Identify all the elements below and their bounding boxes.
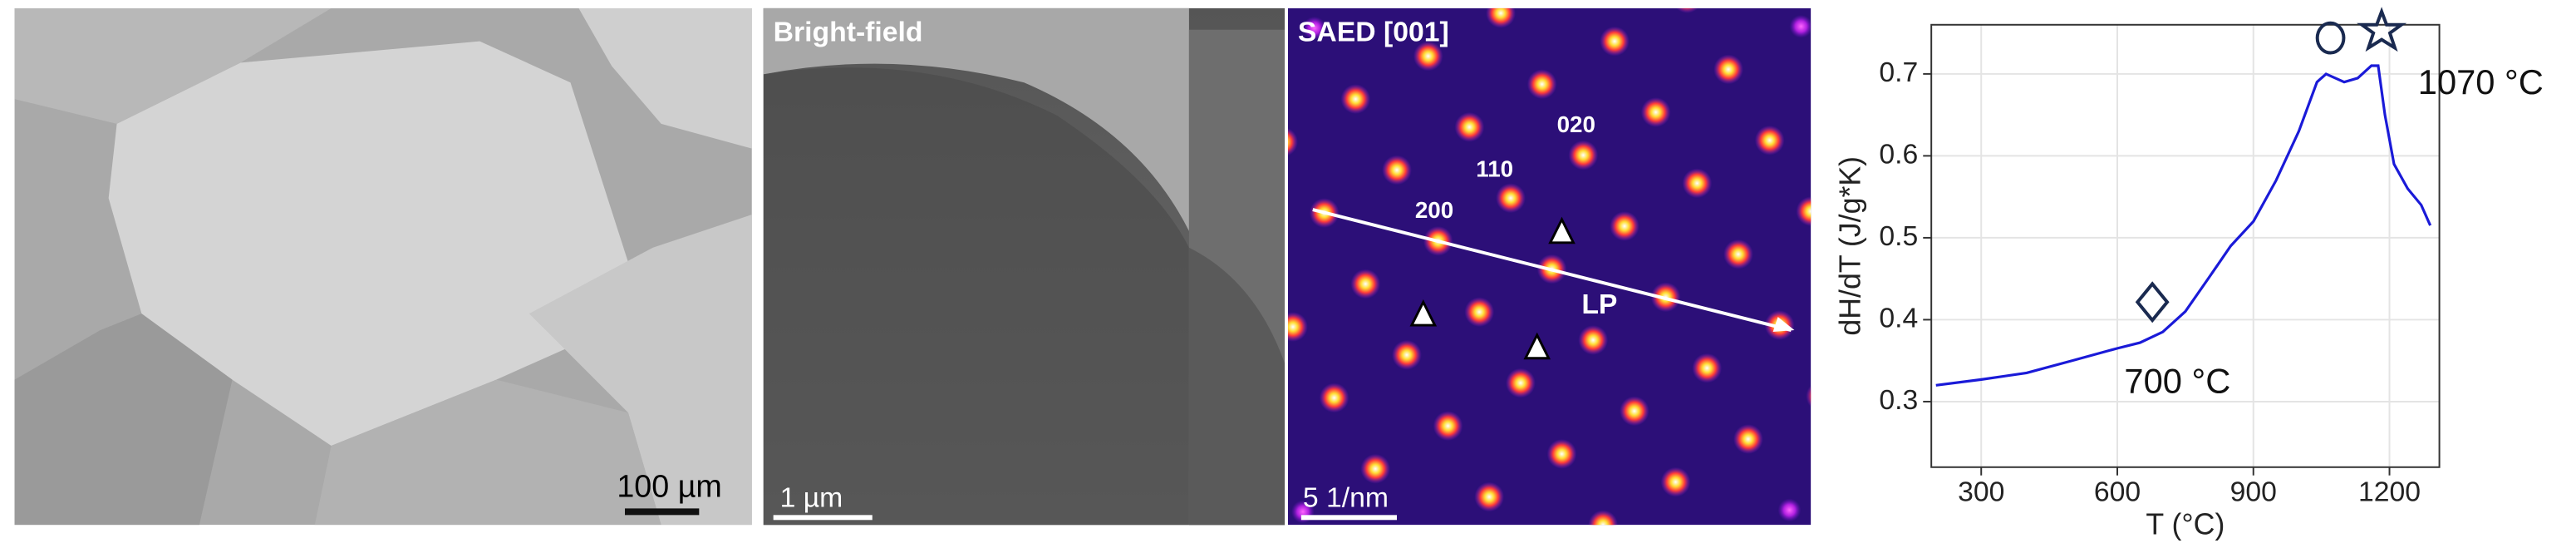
- scale-bar-label: 100 µm: [617, 469, 722, 504]
- y-tick-label: 0.7: [1879, 57, 1918, 88]
- spot: [1413, 41, 1443, 72]
- spot-label: 110: [1476, 156, 1513, 181]
- spot: [1392, 339, 1422, 370]
- spot-label: 200: [1415, 197, 1453, 223]
- x-axis-label: T (°C): [2146, 508, 2225, 541]
- spot: [1754, 125, 1785, 156]
- spot: [1789, 14, 1812, 38]
- spot: [1506, 368, 1536, 398]
- spot: [1600, 26, 1630, 57]
- spot: [1733, 424, 1763, 454]
- annotation: 700 °C: [2124, 361, 2230, 400]
- y-tick-label: 0.4: [1879, 302, 1918, 333]
- spot: [1723, 239, 1753, 269]
- spot: [1692, 353, 1723, 383]
- y-tick-label: 0.3: [1879, 384, 1918, 416]
- y-axis-label: dH/dT (J/g*K): [1833, 156, 1866, 336]
- y-tick-label: 0.6: [1879, 138, 1918, 170]
- scale-bar-label: 1 µm: [780, 481, 843, 513]
- spot: [1660, 467, 1691, 497]
- spot: [1568, 140, 1599, 170]
- spot: [1288, 312, 1308, 342]
- x-tick-label: 600: [2094, 476, 2141, 507]
- line-label: LP: [1581, 289, 1617, 320]
- spot: [1474, 481, 1505, 512]
- diffraction-spots: [1288, 7, 1812, 553]
- spot: [1360, 453, 1391, 484]
- spot: [1610, 211, 1639, 241]
- bright-field-image: Bright-field 1 µm: [763, 7, 1286, 526]
- spot: [1620, 396, 1649, 427]
- chart: 300 600 900 1200 0.3 0.4 0.5 0.6 0.7 T (°C) dH/dT …: [1833, 23, 2544, 541]
- spot: [1713, 54, 1743, 85]
- spot: [1486, 7, 1516, 28]
- scale-bar-label: 5 1/nm: [1303, 481, 1389, 513]
- x-tick-label: 900: [2230, 476, 2277, 507]
- spot: [1433, 411, 1463, 442]
- spot: [1796, 196, 1812, 226]
- x-tick-label: 1200: [2358, 476, 2421, 507]
- spot: [1496, 183, 1526, 214]
- sem-image: 100 µm: [14, 7, 752, 526]
- spot: [1302, 16, 1326, 40]
- spot: [1682, 168, 1713, 199]
- spot: [1319, 383, 1349, 413]
- data-line: [1935, 64, 2432, 387]
- spot: [1526, 69, 1557, 100]
- saed-image: SAED [001] 020 110 200 LP 5 1/nm: [1288, 7, 1812, 553]
- spot: [1806, 385, 1812, 407]
- annotation: 1070 °C: [2418, 62, 2544, 101]
- spot: [1578, 325, 1609, 355]
- spot: [1640, 97, 1671, 127]
- spot: [1676, 7, 1698, 13]
- x-tick-label: 300: [1958, 476, 2004, 507]
- spot: [1288, 127, 1298, 156]
- spot: [1464, 297, 1495, 328]
- spot: [1350, 269, 1381, 299]
- panel-label: Bright-field: [774, 17, 923, 48]
- y-tick-label: 0.5: [1879, 220, 1918, 252]
- spot: [1382, 155, 1412, 185]
- spot: [1777, 498, 1802, 522]
- chart-markers: [2135, 7, 2407, 323]
- spot: [1588, 510, 1619, 526]
- spot: [1546, 439, 1577, 469]
- spot: [1454, 111, 1485, 142]
- spot: [1402, 525, 1432, 553]
- plot-frame: [1930, 23, 2441, 468]
- spot-label: 020: [1557, 111, 1595, 137]
- spot: [1340, 84, 1371, 114]
- panel-label: SAED [001]: [1298, 17, 1449, 48]
